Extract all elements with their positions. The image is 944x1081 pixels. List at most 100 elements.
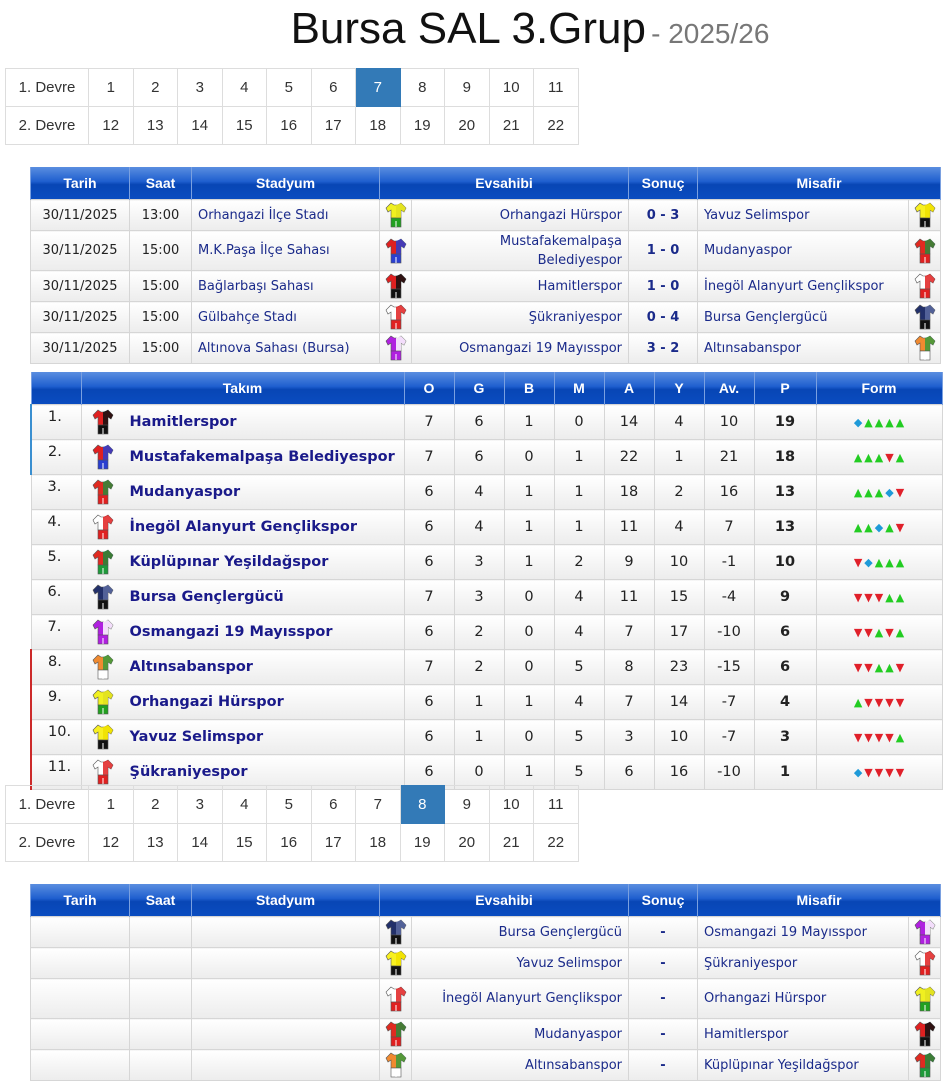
round-14-button[interactable]: 14 (177, 823, 223, 862)
team-name[interactable]: Hamitlerspor (129, 414, 237, 430)
stat-av: -10 (703, 754, 755, 790)
team-name[interactable]: Altınsabanspor (129, 659, 253, 675)
round-16-button[interactable]: 16 (266, 106, 312, 145)
round-8-button[interactable]: 8 (399, 68, 445, 107)
form-win-icon: ▲ (864, 521, 873, 534)
away-team[interactable]: Küplüpınar Yeşildağspor (697, 1049, 909, 1081)
round-5-button[interactable]: 5 (266, 68, 312, 107)
team-name[interactable]: Osmangazi 19 Mayısspor (129, 624, 333, 640)
round-12-button[interactable]: 12 (88, 823, 134, 862)
round-22-button[interactable]: 22 (533, 823, 579, 862)
home-team[interactable]: Mustafakemalpaşa Belediyespor (411, 230, 629, 271)
home-team[interactable]: Orhangazi Hürspor (411, 199, 629, 231)
round-1-button[interactable]: 1 (88, 68, 134, 107)
round-8-button[interactable]: 8 (399, 785, 445, 824)
round-11-button[interactable]: 11 (533, 68, 579, 107)
away-team[interactable]: Osmangazi 19 Mayısspor (697, 916, 909, 948)
away-team[interactable]: Şükraniyespor (697, 947, 909, 979)
team-name[interactable]: İnegöl Alanyurt Gençlikspor (129, 519, 357, 535)
match-score[interactable]: 0 - 4 (628, 301, 698, 333)
away-team[interactable]: Hamitlerspor (697, 1018, 909, 1050)
home-team[interactable]: Bursa Gençlergücü (411, 916, 629, 948)
round-7-button[interactable]: 7 (355, 68, 401, 107)
col-date: Tarih (30, 884, 130, 917)
half-label[interactable]: 1. Devre (5, 785, 89, 824)
team-name[interactable]: Yavuz Selimspor (129, 729, 264, 745)
match-score[interactable]: - (628, 916, 698, 948)
round-21-button[interactable]: 21 (488, 106, 534, 145)
round-3-button[interactable]: 3 (177, 68, 223, 107)
round-21-button[interactable]: 21 (488, 823, 534, 862)
round-22-button[interactable]: 22 (533, 106, 579, 145)
round-17-button[interactable]: 17 (310, 823, 356, 862)
match-time: 13:00 (129, 199, 192, 231)
away-team[interactable]: Yavuz Selimspor (697, 199, 909, 231)
round-10-button[interactable]: 10 (488, 68, 534, 107)
match-score[interactable]: 3 - 2 (628, 332, 698, 364)
round-14-button[interactable]: 14 (177, 106, 223, 145)
home-team[interactable]: Şükraniyespor (411, 301, 629, 333)
stat-y: 16 (653, 754, 705, 790)
away-team[interactable]: İnegöl Alanyurt Gençlikspor (697, 270, 909, 302)
round-20-button[interactable]: 20 (444, 823, 490, 862)
home-team[interactable]: Hamitlerspor (411, 270, 629, 302)
round-18-button[interactable]: 18 (355, 823, 401, 862)
half-label[interactable]: 2. Devre (5, 823, 89, 862)
round-17-button[interactable]: 17 (310, 106, 356, 145)
round-18-button[interactable]: 18 (355, 106, 401, 145)
round-19-button[interactable]: 19 (399, 106, 445, 145)
form: ▲ ▲ ▲ ▼ ▲ (815, 439, 943, 475)
round-13-button[interactable]: 13 (132, 823, 178, 862)
team-name[interactable]: Bursa Gençlergücü (129, 589, 284, 605)
round-13-button[interactable]: 13 (132, 106, 178, 145)
round-2-button[interactable]: 2 (132, 785, 178, 824)
round-15-button[interactable]: 15 (221, 106, 267, 145)
stat-av: 7 (703, 509, 755, 545)
round-20-button[interactable]: 20 (444, 106, 490, 145)
round-16-button[interactable]: 16 (266, 823, 312, 862)
form-win-icon: ▲ (874, 661, 884, 674)
round-9-button[interactable]: 9 (444, 785, 490, 824)
home-team[interactable]: Yavuz Selimspor (411, 947, 629, 979)
round-11-button[interactable]: 11 (533, 785, 579, 824)
team-name[interactable]: Küplüpınar Yeşildağspor (129, 554, 329, 570)
away-team[interactable]: Mudanyaspor (697, 230, 909, 271)
match-score[interactable]: 1 - 0 (628, 270, 698, 302)
round-6-button[interactable]: 6 (310, 785, 356, 824)
round-9-button[interactable]: 9 (444, 68, 490, 107)
home-team[interactable]: Mudanyaspor (411, 1018, 629, 1050)
away-team[interactable]: Bursa Gençlergücü (697, 301, 909, 333)
home-team[interactable]: İnegöl Alanyurt Gençlikspor (411, 978, 629, 1019)
round-12-button[interactable]: 12 (88, 106, 134, 145)
match-score[interactable]: - (628, 947, 698, 979)
round-4-button[interactable]: 4 (221, 785, 267, 824)
match-score[interactable]: 0 - 3 (628, 199, 698, 231)
round-15-button[interactable]: 15 (221, 823, 267, 862)
away-team[interactable]: Altınsabanspor (697, 332, 909, 364)
away-team[interactable]: Orhangazi Hürspor (697, 978, 909, 1019)
half-label[interactable]: 2. Devre (5, 106, 89, 145)
form-loss-icon: ▼ (885, 451, 894, 464)
stat-o: 6 (403, 509, 455, 545)
round-4-button[interactable]: 4 (221, 68, 267, 107)
round-2-button[interactable]: 2 (132, 68, 178, 107)
home-team[interactable]: Osmangazi 19 Mayısspor (411, 332, 629, 364)
round-10-button[interactable]: 10 (488, 785, 534, 824)
round-7-button[interactable]: 7 (355, 785, 401, 824)
round-1-button[interactable]: 1 (88, 785, 134, 824)
team-name[interactable]: Şükraniyespor (129, 764, 248, 780)
round-3-button[interactable]: 3 (177, 785, 223, 824)
stat-m: 4 (553, 684, 605, 720)
form-draw-icon: ◆ (864, 556, 873, 569)
team-name[interactable]: Orhangazi Hürspor (129, 694, 284, 710)
team-name[interactable]: Mustafakemalpaşa Belediyespor (129, 449, 395, 465)
form-win-icon: ▲ (864, 416, 873, 429)
team-name[interactable]: Mudanyaspor (129, 484, 241, 500)
round-19-button[interactable]: 19 (399, 823, 445, 862)
match-score[interactable]: - (628, 1018, 698, 1050)
round-5-button[interactable]: 5 (266, 785, 312, 824)
match-score[interactable]: - (628, 978, 698, 1019)
half-label[interactable]: 1. Devre (5, 68, 89, 107)
round-6-button[interactable]: 6 (310, 68, 356, 107)
match-score[interactable]: 1 - 0 (628, 230, 698, 271)
